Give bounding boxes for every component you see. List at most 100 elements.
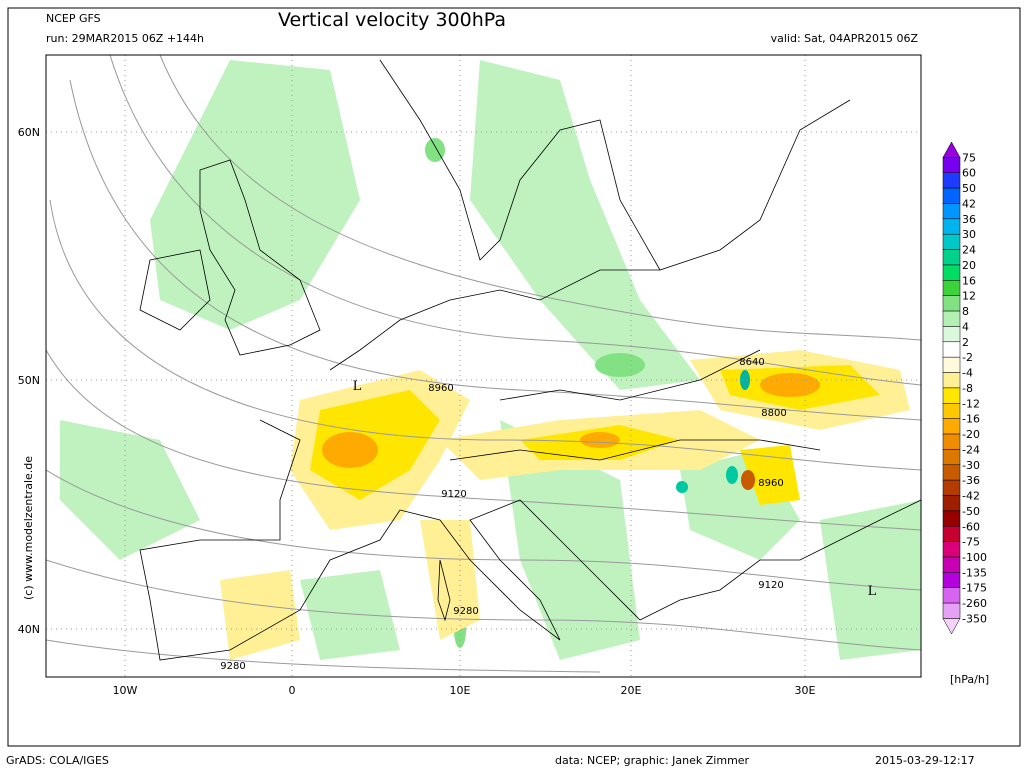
colorbar-label: 75 bbox=[962, 151, 976, 164]
grid bbox=[46, 55, 921, 677]
colorbar-label: -36 bbox=[962, 474, 980, 487]
contour-label: 8960 bbox=[428, 383, 453, 394]
color-swatch bbox=[942, 602, 961, 619]
lon-label: 10E bbox=[450, 684, 471, 697]
lon-label: 0 bbox=[289, 684, 296, 697]
color-swatch bbox=[942, 157, 961, 173]
colorbar-label: -135 bbox=[962, 566, 987, 579]
color-swatch bbox=[942, 449, 961, 466]
colorbar-label: -100 bbox=[962, 551, 987, 564]
coastlines bbox=[139, 59, 921, 661]
color-swatch bbox=[942, 495, 961, 512]
colorbar-label: 20 bbox=[962, 259, 976, 272]
contour-label: 9120 bbox=[441, 489, 466, 500]
colorbar-label: -42 bbox=[962, 490, 980, 503]
upward-peak bbox=[740, 370, 750, 390]
colorbar-label: 16 bbox=[962, 274, 976, 287]
colorbar-label: 42 bbox=[962, 197, 976, 210]
colorbar-label: 24 bbox=[962, 244, 976, 257]
colorbar-label: 50 bbox=[962, 182, 976, 195]
color-swatch bbox=[942, 187, 961, 204]
colorbar-label: 8 bbox=[962, 305, 969, 318]
colorbar-label: -2 bbox=[962, 351, 973, 364]
downward-peak bbox=[741, 470, 755, 490]
lon-label: 10W bbox=[113, 684, 138, 697]
color-swatch bbox=[942, 249, 961, 266]
lat-label: 50N bbox=[18, 374, 40, 387]
color-swatch bbox=[942, 387, 961, 404]
colorbar-label: -4 bbox=[962, 367, 973, 380]
colorbar-label: -260 bbox=[962, 597, 987, 610]
upward-peak bbox=[726, 466, 738, 484]
copyright: (c) www.modelzentrale.de bbox=[22, 456, 35, 600]
footer-center: data: NCEP; graphic: Janek Zimmer bbox=[555, 754, 750, 767]
color-swatch bbox=[942, 310, 961, 327]
color-swatch bbox=[942, 141, 961, 158]
footer-left: GrADS: COLA/IGES bbox=[6, 754, 109, 767]
colorbar-label: 30 bbox=[962, 228, 976, 241]
colorbar-label: 4 bbox=[962, 320, 969, 333]
color-swatch bbox=[942, 587, 961, 604]
color-swatch bbox=[942, 295, 961, 312]
colorbar-label: 2 bbox=[962, 336, 969, 349]
colorbar-label: -175 bbox=[962, 582, 987, 595]
color-swatch bbox=[942, 510, 961, 527]
valid: valid: Sat, 04APR2015 06Z bbox=[771, 32, 919, 45]
color-swatch bbox=[942, 203, 961, 220]
colorbar-label: -12 bbox=[962, 397, 980, 410]
color-swatch bbox=[942, 233, 961, 250]
footer-right: 2015-03-29-12:17 bbox=[875, 754, 975, 767]
upward-peak bbox=[676, 481, 688, 493]
colorbar-label: -24 bbox=[962, 443, 980, 456]
lon-label: 30E bbox=[795, 684, 816, 697]
map bbox=[45, 54, 922, 678]
map-frame bbox=[45, 54, 922, 678]
color-swatch bbox=[942, 541, 961, 558]
color-swatch bbox=[942, 326, 961, 343]
map-labels: 8640 8960 8800 8960 9120 9280 9120 9280 L L bbox=[220, 357, 876, 672]
colorbar-label: -50 bbox=[962, 505, 980, 518]
color-swatch bbox=[942, 572, 961, 588]
color-swatch bbox=[942, 526, 961, 542]
color-swatch bbox=[942, 264, 961, 281]
colorbar-label: -350 bbox=[962, 612, 987, 625]
color-swatch bbox=[942, 341, 961, 358]
contour-label: 9280 bbox=[453, 606, 478, 617]
color-swatch bbox=[942, 418, 961, 435]
color-swatch bbox=[942, 464, 961, 481]
contour-label: 8960 bbox=[758, 478, 783, 489]
color-swatch bbox=[942, 372, 961, 389]
color-swatch bbox=[942, 172, 961, 189]
low-marker: L bbox=[868, 584, 877, 599]
color-swatch bbox=[942, 433, 961, 450]
colorbar-label: -16 bbox=[962, 413, 980, 426]
colorbar-label: -75 bbox=[962, 536, 980, 549]
color-swatch bbox=[942, 403, 961, 419]
color-swatch bbox=[942, 556, 961, 573]
color-swatch bbox=[942, 618, 961, 635]
outer-frame bbox=[7, 7, 1021, 747]
colorbar-label: -60 bbox=[962, 520, 980, 533]
contour-label: 9120 bbox=[758, 580, 783, 591]
colorbar-label: 36 bbox=[962, 213, 976, 226]
color-swatch bbox=[942, 218, 961, 235]
colorbar-label: -8 bbox=[962, 382, 973, 395]
height-contours bbox=[46, 55, 921, 673]
colorbar-label: 12 bbox=[962, 290, 976, 303]
colorbar-label: 60 bbox=[962, 167, 976, 180]
colorbar-label: -20 bbox=[962, 428, 980, 441]
contour-label: 8800 bbox=[761, 408, 786, 419]
downward-cores bbox=[322, 373, 820, 468]
contour-label: 8640 bbox=[739, 357, 764, 368]
colorbar-unit: [hPa/h] bbox=[950, 673, 989, 686]
run: run: 29MAR2015 06Z +144h bbox=[46, 32, 204, 45]
title: Vertical velocity 300hPa bbox=[278, 9, 506, 31]
color-swatch bbox=[942, 479, 961, 496]
lon-label: 20E bbox=[621, 684, 642, 697]
colorbar: 75605042363024201612842-2-4-8-12-16-20-2… bbox=[942, 141, 987, 635]
low-marker: L bbox=[353, 379, 362, 394]
lat-label: 40N bbox=[18, 623, 40, 636]
lat-label: 60N bbox=[18, 126, 40, 139]
color-swatch bbox=[942, 280, 961, 296]
